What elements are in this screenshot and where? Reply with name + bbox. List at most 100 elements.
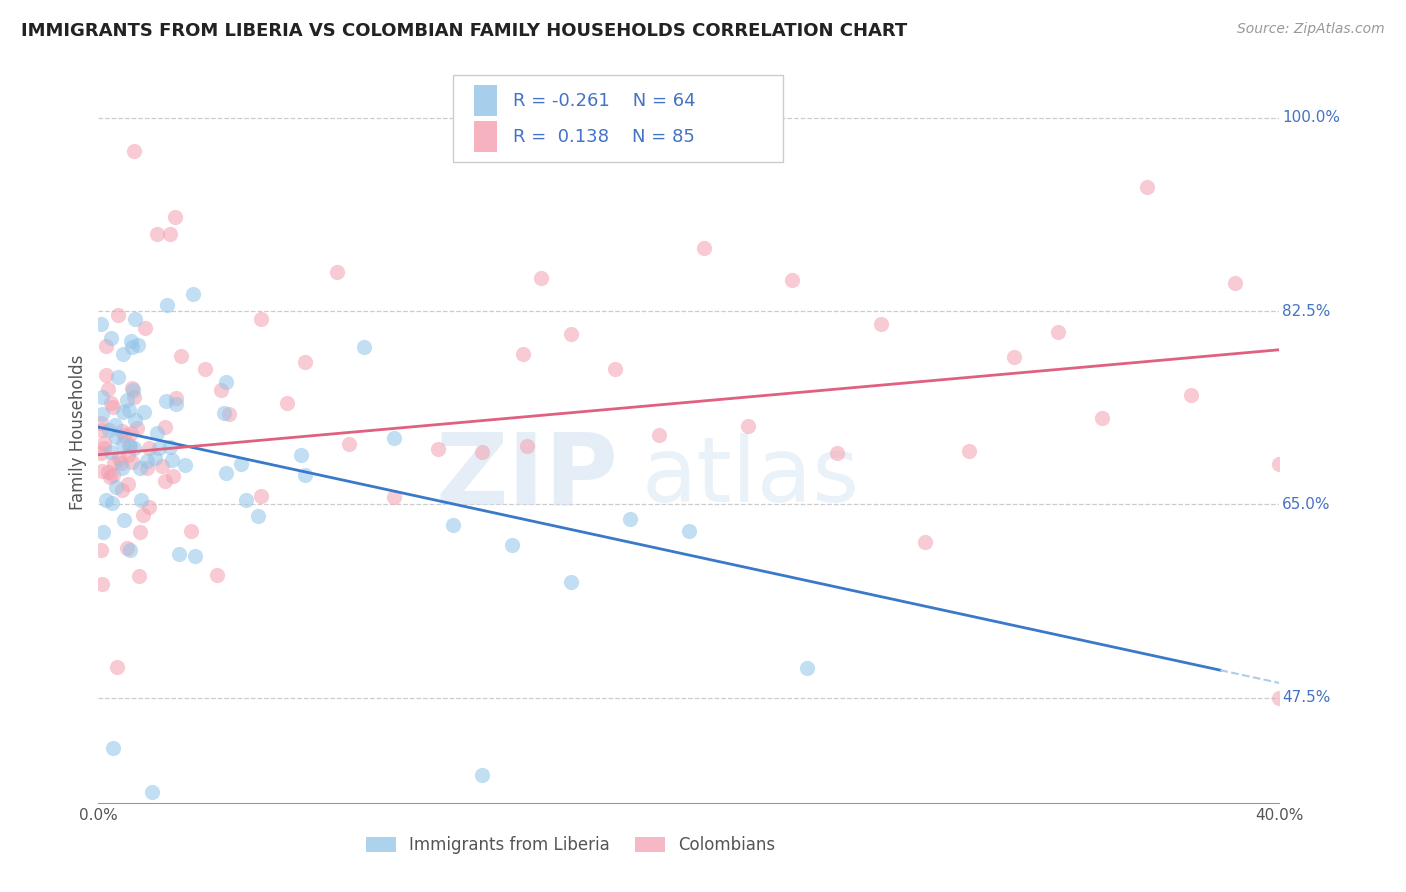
Point xyxy=(101,467,124,482)
Point xyxy=(235,493,257,508)
Text: IMMIGRANTS FROM LIBERIA VS COLOMBIAN FAMILY HOUSEHOLDS CORRELATION CHART: IMMIGRANTS FROM LIBERIA VS COLOMBIAN FAM… xyxy=(21,22,907,40)
Point xyxy=(93,441,115,455)
Point xyxy=(959,444,981,458)
Point xyxy=(339,436,361,450)
Point xyxy=(1091,411,1114,425)
Point xyxy=(101,400,124,414)
Point xyxy=(167,547,190,561)
Y-axis label: Family Households: Family Households xyxy=(69,355,87,510)
Point xyxy=(120,542,142,557)
Point xyxy=(184,549,207,563)
Point xyxy=(110,456,132,470)
Point xyxy=(512,347,534,361)
Point xyxy=(218,407,240,421)
Point xyxy=(205,567,228,582)
Text: R =  0.138    N = 85: R = 0.138 N = 85 xyxy=(513,128,695,145)
Point xyxy=(112,513,135,527)
Point xyxy=(112,405,135,419)
Point xyxy=(181,287,204,301)
Point xyxy=(90,416,112,430)
Point xyxy=(471,768,494,782)
Point xyxy=(276,396,298,410)
FancyBboxPatch shape xyxy=(474,85,498,116)
Point xyxy=(90,464,112,478)
Point xyxy=(90,318,112,332)
Point xyxy=(111,346,134,360)
Point xyxy=(136,461,159,475)
Point xyxy=(1225,276,1247,290)
Point xyxy=(127,337,149,351)
Point xyxy=(105,660,128,674)
Point xyxy=(132,508,155,523)
Text: Source: ZipAtlas.com: Source: ZipAtlas.com xyxy=(1237,22,1385,37)
Point xyxy=(94,339,117,353)
Point xyxy=(141,785,163,799)
Point xyxy=(209,383,232,397)
Point xyxy=(120,426,142,441)
Point xyxy=(111,483,134,498)
Point xyxy=(129,524,152,539)
Point xyxy=(91,577,114,591)
Point xyxy=(97,465,120,479)
Point xyxy=(91,423,114,437)
Point xyxy=(156,298,179,312)
Point xyxy=(122,390,145,404)
Point xyxy=(530,271,553,285)
Point xyxy=(100,331,122,345)
Point xyxy=(294,355,316,369)
Point xyxy=(121,381,143,395)
Point xyxy=(146,227,169,241)
Point xyxy=(870,317,893,331)
Point xyxy=(125,421,148,435)
Point xyxy=(471,445,494,459)
Text: 82.5%: 82.5% xyxy=(1282,303,1330,318)
Point xyxy=(501,538,523,552)
Point xyxy=(128,568,150,582)
Point xyxy=(115,541,138,555)
Point xyxy=(98,470,121,484)
Point xyxy=(159,440,181,454)
Point xyxy=(214,406,236,420)
Point xyxy=(165,210,187,224)
Point xyxy=(174,458,197,472)
Point xyxy=(153,474,176,488)
Point xyxy=(134,320,156,334)
Point xyxy=(138,500,160,514)
Point xyxy=(427,442,450,456)
Point xyxy=(737,419,759,434)
Point xyxy=(155,394,177,409)
Point xyxy=(111,424,134,438)
Point xyxy=(162,469,184,483)
Point xyxy=(1268,690,1291,705)
Point xyxy=(146,426,169,441)
Point xyxy=(1002,350,1025,364)
Point xyxy=(124,312,146,326)
Point xyxy=(290,448,312,462)
Point xyxy=(103,740,125,755)
Point xyxy=(782,273,804,287)
Point xyxy=(90,543,112,558)
Point xyxy=(249,489,271,503)
Point xyxy=(1180,387,1202,401)
Point xyxy=(100,445,122,459)
Text: 100.0%: 100.0% xyxy=(1282,111,1340,125)
Point xyxy=(382,490,405,504)
Point xyxy=(128,461,150,475)
Point xyxy=(94,493,117,508)
Point xyxy=(105,430,128,444)
Point xyxy=(118,403,141,417)
Point xyxy=(148,442,170,456)
Point xyxy=(103,456,125,470)
Point xyxy=(121,340,143,354)
Point xyxy=(250,311,273,326)
Point xyxy=(91,391,114,405)
Point xyxy=(215,466,238,480)
Point xyxy=(122,144,145,158)
Point xyxy=(101,496,124,510)
FancyBboxPatch shape xyxy=(453,75,783,162)
Point xyxy=(326,265,349,279)
Point xyxy=(155,420,177,434)
Point xyxy=(1136,180,1159,194)
Point xyxy=(108,450,131,465)
Point xyxy=(165,397,187,411)
